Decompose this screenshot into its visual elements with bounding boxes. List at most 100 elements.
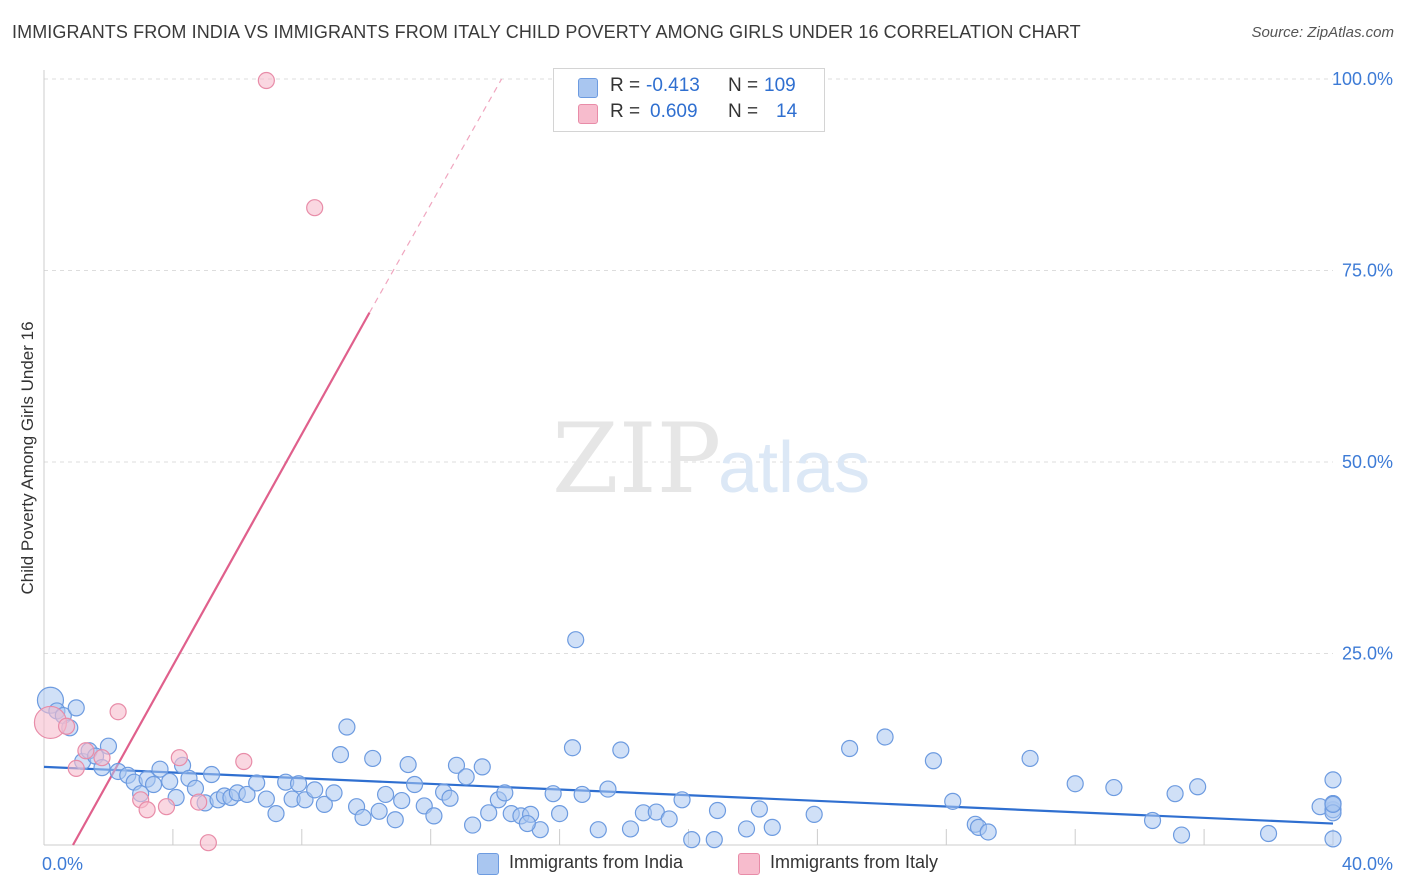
trend-line-italy bbox=[72, 312, 371, 846]
point-india bbox=[1324, 795, 1342, 814]
point-india bbox=[457, 768, 475, 786]
bottom-legend-label-india: Immigrants from India bbox=[509, 852, 684, 872]
point-india bbox=[405, 775, 424, 794]
point-italy bbox=[199, 834, 217, 852]
point-india bbox=[441, 789, 459, 807]
point-india bbox=[354, 808, 372, 827]
legend-r-label-india: R = bbox=[610, 75, 641, 96]
point-india bbox=[370, 802, 388, 820]
y-tick-label: 50.0% bbox=[1342, 452, 1393, 472]
point-india bbox=[248, 774, 266, 792]
legend-r-label-italy: R = bbox=[610, 101, 641, 122]
point-india bbox=[705, 831, 723, 849]
point-india bbox=[399, 755, 417, 774]
point-india bbox=[425, 807, 443, 825]
point-india bbox=[364, 749, 382, 768]
point-india bbox=[1189, 778, 1207, 796]
point-india bbox=[1143, 811, 1162, 830]
point-india bbox=[202, 765, 221, 784]
point-india bbox=[338, 718, 356, 736]
bottom-legend-swatch-india bbox=[477, 853, 499, 875]
point-italy bbox=[77, 742, 95, 760]
point-india bbox=[750, 800, 768, 818]
point-india bbox=[144, 775, 163, 794]
watermark-zip: ZIP bbox=[552, 403, 721, 515]
point-india bbox=[979, 823, 997, 841]
watermark-atlas: atlas bbox=[718, 428, 870, 508]
y-tick-label: 25.0% bbox=[1342, 644, 1393, 664]
point-india bbox=[238, 785, 256, 804]
point-india bbox=[473, 758, 491, 776]
point-italy bbox=[157, 798, 176, 816]
point-italy bbox=[257, 71, 275, 90]
point-italy bbox=[170, 749, 188, 767]
point-india bbox=[1066, 775, 1084, 793]
point-india bbox=[612, 741, 630, 759]
point-india bbox=[306, 781, 324, 799]
point-india bbox=[1105, 778, 1123, 797]
point-italy bbox=[93, 749, 111, 767]
point-italy bbox=[57, 717, 76, 735]
point-india bbox=[876, 728, 894, 746]
point-india bbox=[599, 780, 617, 798]
point-india bbox=[944, 792, 962, 810]
x-tick-label: 0.0% bbox=[42, 854, 83, 874]
point-india bbox=[567, 631, 585, 649]
grid-lines bbox=[44, 78, 1333, 654]
point-india bbox=[683, 831, 701, 849]
source-credit: Source: ZipAtlas.com bbox=[1251, 24, 1394, 41]
point-india bbox=[447, 756, 466, 774]
point-india bbox=[386, 811, 404, 829]
point-india bbox=[463, 816, 482, 834]
legend-r-value-india: -0.413 bbox=[646, 75, 700, 96]
y-axis-label: Child Poverty Among Girls Under 16 bbox=[18, 321, 37, 594]
point-india bbox=[589, 821, 607, 839]
bottom-legend-swatch-italy bbox=[738, 853, 760, 875]
point-india bbox=[331, 746, 350, 764]
watermark: ZIP atlas bbox=[552, 403, 870, 515]
point-india bbox=[1172, 826, 1191, 844]
point-india bbox=[480, 804, 498, 822]
point-italy bbox=[306, 199, 324, 217]
point-india bbox=[257, 790, 275, 808]
point-india bbox=[496, 784, 514, 802]
point-india bbox=[737, 820, 756, 838]
point-india bbox=[67, 699, 85, 717]
legend-r-value-italy: 0.609 bbox=[650, 101, 698, 122]
point-india bbox=[267, 804, 285, 823]
legend-n-value-india: 109 bbox=[764, 75, 796, 96]
point-india bbox=[544, 785, 562, 803]
point-italy bbox=[235, 752, 253, 771]
point-india bbox=[161, 772, 179, 791]
point-india bbox=[660, 810, 678, 828]
legend-n-label-india: N = bbox=[728, 75, 759, 96]
point-india bbox=[673, 791, 691, 809]
point-italy bbox=[109, 703, 127, 721]
legend-swatch-india bbox=[578, 78, 598, 98]
point-india bbox=[151, 760, 169, 778]
point-india bbox=[393, 791, 411, 810]
data-points bbox=[33, 71, 1342, 852]
y-tick-label: 100.0% bbox=[1332, 69, 1393, 89]
point-india bbox=[376, 785, 395, 804]
point-india bbox=[924, 752, 943, 770]
point-india bbox=[1259, 824, 1278, 843]
stats-legend: R = -0.413 N = 109 R = 0.609 N = 14 bbox=[553, 68, 825, 132]
legend-n-value-italy: 14 bbox=[776, 101, 798, 122]
point-india bbox=[621, 820, 640, 838]
trend-line-italy-extension bbox=[368, 78, 503, 313]
y-tick-label: 75.0% bbox=[1342, 261, 1393, 281]
point-india bbox=[1324, 771, 1342, 789]
point-india bbox=[763, 818, 781, 836]
point-india bbox=[841, 739, 859, 758]
legend-n-label-italy: N = bbox=[728, 101, 759, 122]
chart-title: IMMIGRANTS FROM INDIA VS IMMIGRANTS FROM… bbox=[12, 22, 1081, 42]
point-india bbox=[518, 814, 536, 833]
point-italy bbox=[67, 759, 85, 778]
point-india bbox=[315, 795, 333, 814]
point-india bbox=[573, 785, 591, 804]
point-india bbox=[550, 804, 569, 823]
point-india bbox=[1021, 749, 1039, 768]
point-india bbox=[805, 805, 823, 823]
